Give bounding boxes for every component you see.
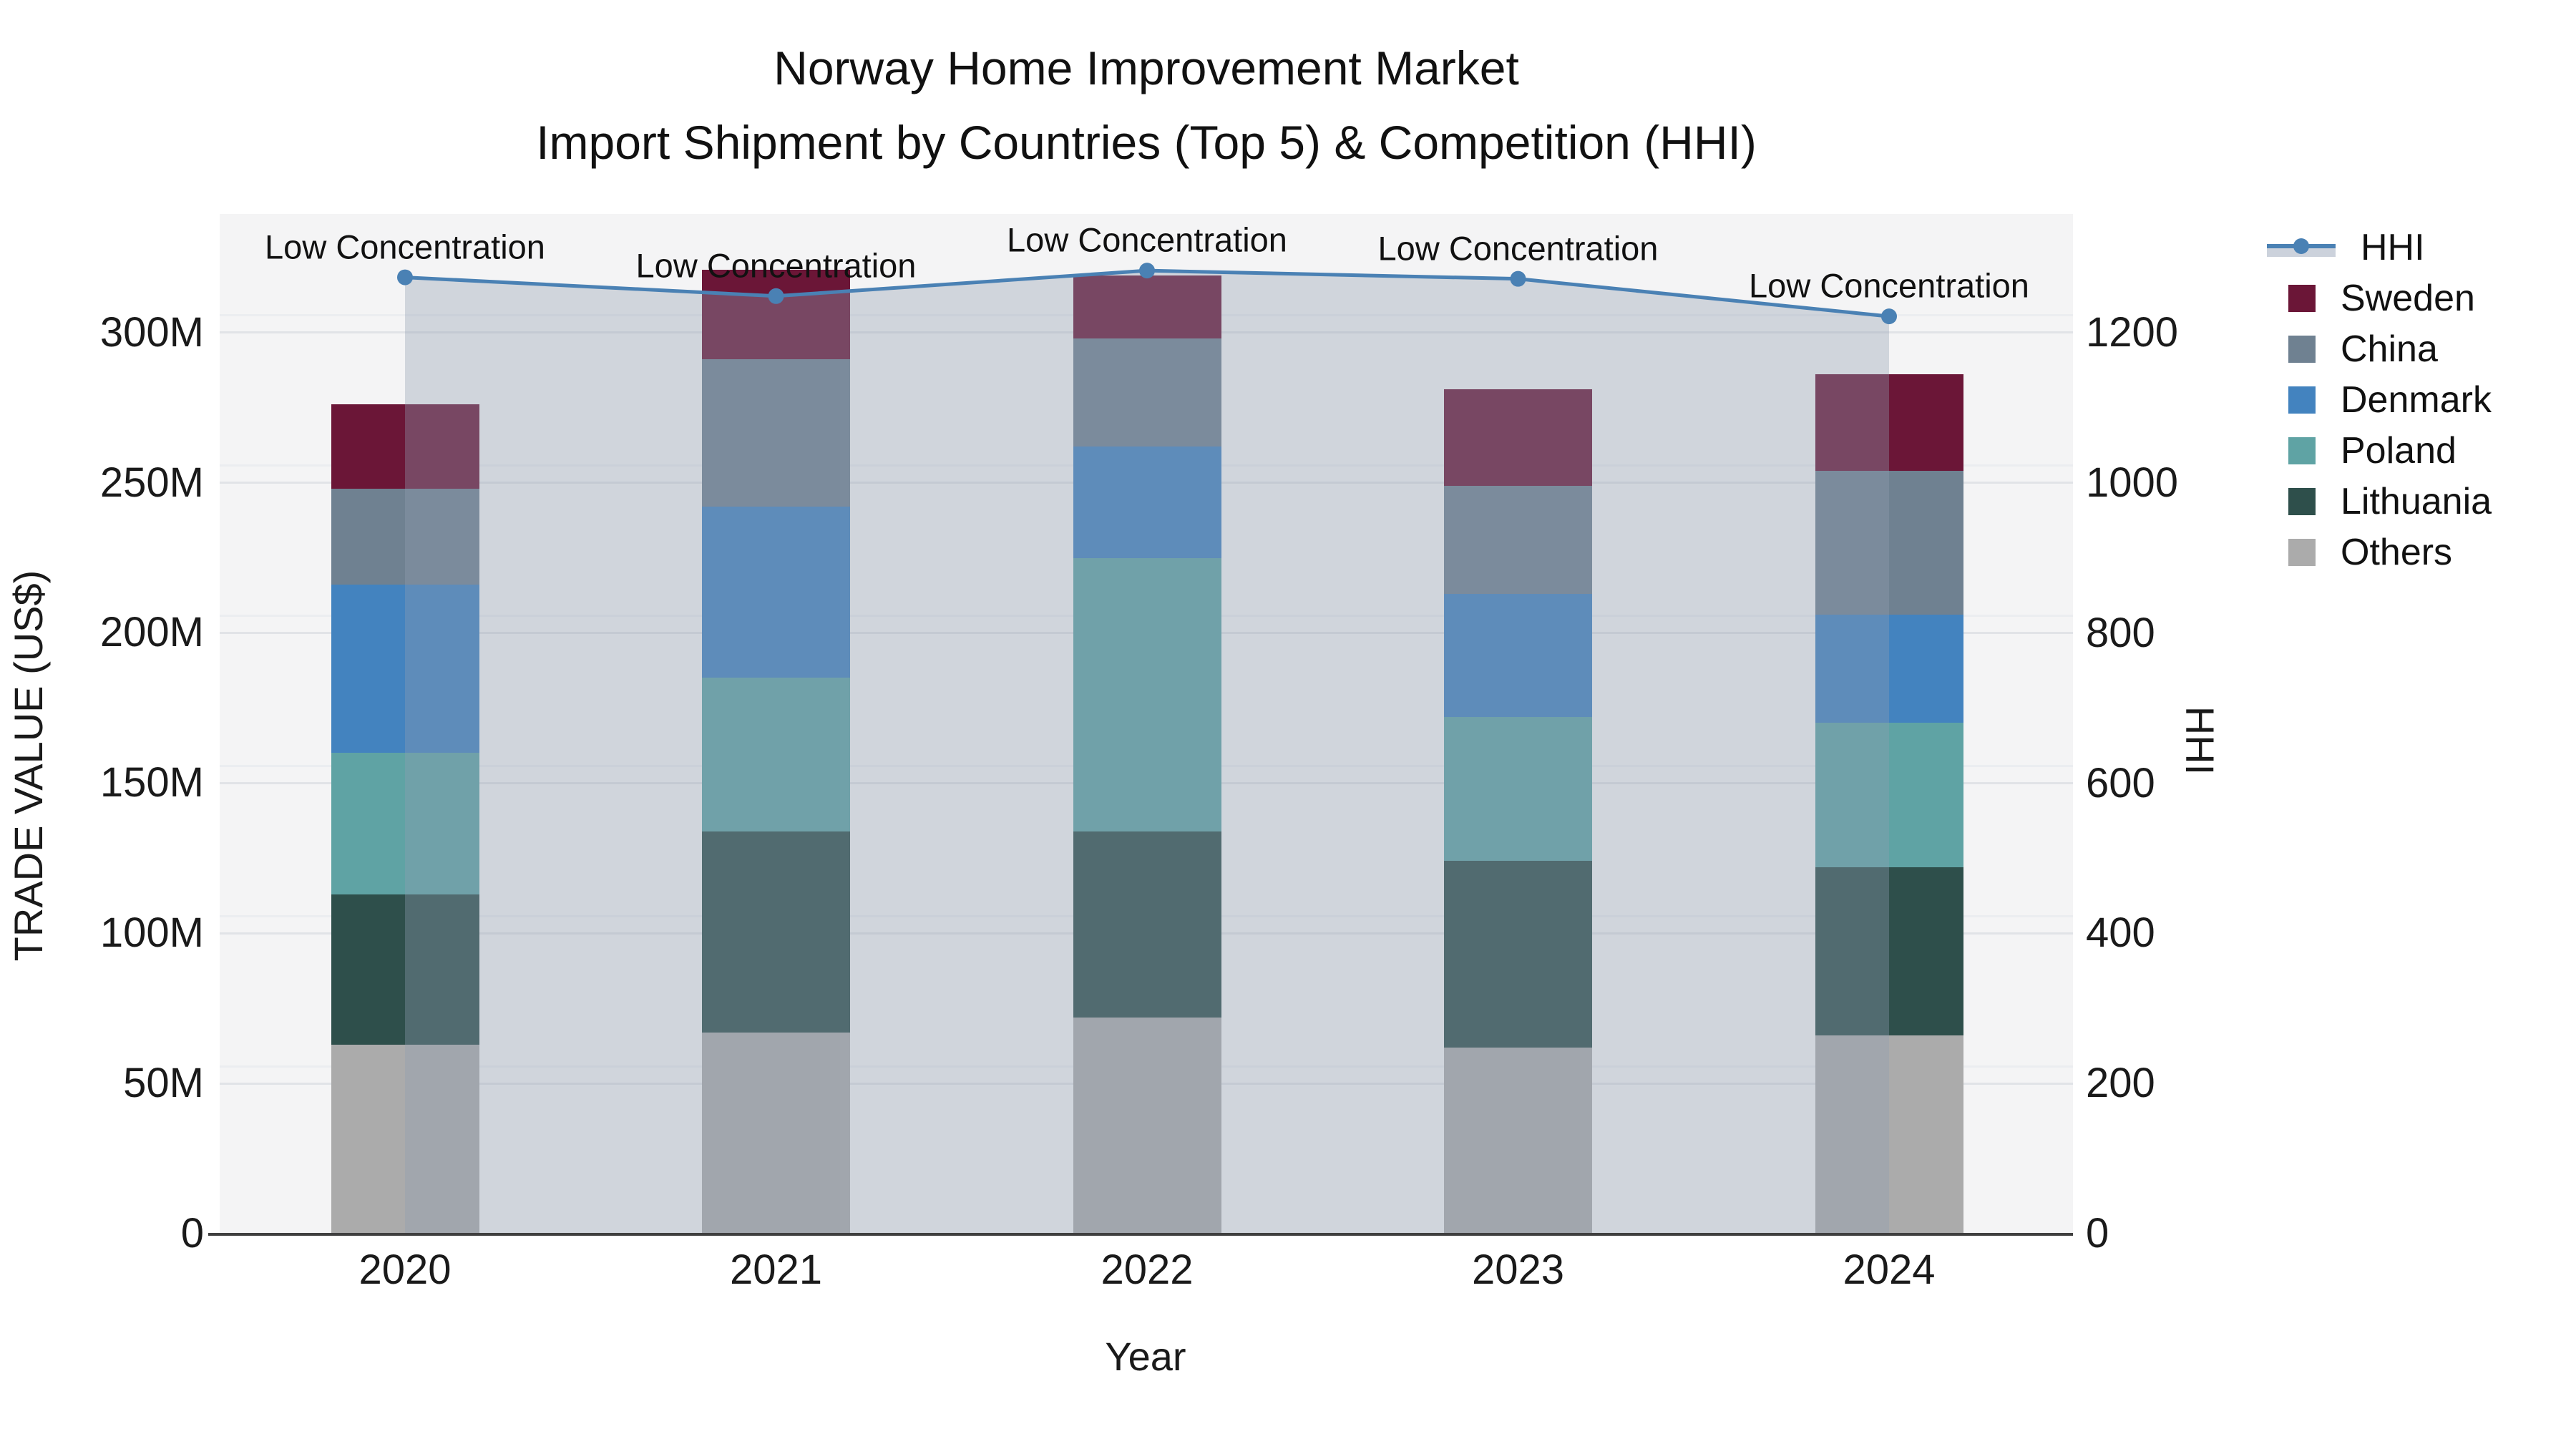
legend-label: Denmark (2341, 379, 2492, 421)
hhi-marker-2021[interactable]: HHI 2021: 1249 (768, 288, 784, 304)
annotation-low-concentration-2021: Low Concentration (635, 246, 917, 285)
tick-right-400: 400 (2086, 909, 2155, 957)
bar-segment-denmark-2022[interactable] (1073, 447, 1221, 558)
bar-segment-denmark-2020[interactable] (331, 585, 479, 753)
tick-right-200: 200 (2086, 1060, 2155, 1107)
y-axis-title-left: TRADE VALUE (US$) (6, 570, 51, 962)
annotation-low-concentration-2023: Low Concentration (1377, 229, 1659, 268)
bar-segment-lithuania-2023[interactable] (1444, 861, 1592, 1048)
bar-segment-poland-2024[interactable] (1815, 723, 1963, 867)
annotation-low-concentration-2020: Low Concentration (265, 228, 545, 266)
legend-label: China (2341, 328, 2438, 370)
legend-label: Poland (2341, 429, 2457, 472)
bar-segment-others-2024[interactable] (1815, 1035, 1963, 1234)
bar-segment-lithuania-2021[interactable] (702, 831, 850, 1033)
bar-segment-denmark-2023[interactable] (1444, 593, 1592, 717)
hhi-marker-2023[interactable]: HHI 2023: 1272 (1510, 270, 1526, 287)
bar-segment-poland-2020[interactable] (331, 753, 479, 894)
bar-segment-poland-2021[interactable] (702, 678, 850, 831)
legend-item-others[interactable]: Others (2254, 527, 2569, 577)
tick-right-1000: 1000 (2086, 459, 2179, 506)
tick-x-2024: 2024 (1843, 1246, 1936, 1293)
tick-x-2023: 2023 (1471, 1246, 1565, 1293)
bar-segment-sweden-2021[interactable] (702, 269, 850, 360)
bar-segment-china-2024[interactable] (1815, 470, 1963, 615)
tick-left-150M: 150M (99, 759, 204, 806)
bar-segment-china-2023[interactable] (1444, 485, 1592, 594)
legend-swatch-icon (2288, 335, 2316, 363)
legend-swatch-icon (2288, 284, 2316, 312)
bar-segment-denmark-2024[interactable] (1815, 615, 1963, 723)
bar-segment-others-2022[interactable] (1073, 1017, 1221, 1234)
bar-segment-china-2021[interactable] (702, 359, 850, 507)
legend-label: Others (2341, 531, 2453, 573)
tick-right-1200: 1200 (2086, 309, 2179, 356)
tick-left-250M: 250M (99, 459, 204, 506)
bar-segment-sweden-2022[interactable] (1073, 275, 1221, 339)
bar-segment-poland-2022[interactable] (1073, 557, 1221, 831)
tick-left-0: 0 (180, 1210, 204, 1257)
legend-label: Lithuania (2341, 480, 2492, 522)
bar-segment-others-2021[interactable] (702, 1032, 850, 1234)
hhi-area-fill (405, 270, 1889, 1234)
chart-title: Norway Home Improvement Market (774, 42, 1519, 94)
legend-item-denmark[interactable]: Denmark (2254, 374, 2569, 425)
legend-swatch-icon (2288, 538, 2316, 566)
chart-subtitle: Import Shipment by Countries (Top 5) & C… (536, 116, 1757, 169)
tick-right-0: 0 (2086, 1210, 2109, 1257)
tick-right-600: 600 (2086, 759, 2155, 806)
legend-label: HHI (2361, 226, 2425, 268)
tick-left-300M: 300M (99, 308, 204, 356)
tick-x-2021: 2021 (729, 1246, 823, 1293)
tick-left-100M: 100M (99, 909, 204, 957)
bar-segment-china-2022[interactable] (1073, 338, 1221, 447)
legend-label: Sweden (2341, 277, 2475, 319)
legend-item-lithuania[interactable]: Lithuania (2254, 476, 2569, 527)
hhi-marker-2022[interactable]: HHI 2022: 1283 (1139, 263, 1155, 279)
legend: HHI Sweden China Denmark Poland Lithuania Othe… (2254, 222, 2569, 577)
bar-segment-lithuania-2024[interactable] (1815, 867, 1963, 1035)
bar-segment-sweden-2020[interactable] (331, 404, 479, 489)
tick-x-2020: 2020 (358, 1246, 452, 1293)
y-axis-zero-tick (208, 1233, 220, 1236)
tick-right-800: 800 (2086, 609, 2155, 656)
legend-item-china[interactable]: China (2254, 323, 2569, 374)
bar-segment-others-2020[interactable] (331, 1044, 479, 1234)
legend-item-poland[interactable]: Poland (2254, 425, 2569, 476)
legend-line-marker-icon (2267, 234, 2336, 261)
legend-swatch-icon (2288, 436, 2316, 464)
bar-segment-others-2023[interactable] (1444, 1047, 1592, 1234)
tick-x-2022: 2022 (1101, 1246, 1194, 1293)
hhi-marker-2020[interactable]: HHI 2020: 1274 (397, 269, 413, 286)
bar-segment-china-2020[interactable] (331, 488, 479, 585)
tick-left-200M: 200M (99, 609, 204, 656)
annotation-low-concentration-2022: Low Concentration (1007, 220, 1287, 259)
bar-segment-lithuania-2022[interactable] (1073, 831, 1221, 1018)
bar-segment-lithuania-2020[interactable] (331, 894, 479, 1045)
bar-segment-denmark-2021[interactable] (702, 507, 850, 678)
x-axis-title: Year (1105, 1334, 1186, 1379)
legend-swatch-icon (2288, 487, 2316, 515)
bar-segment-sweden-2024[interactable] (1815, 374, 1963, 471)
hhi-marker-2024[interactable]: HHI 2024: 1222 (1881, 308, 1897, 325)
legend-item-sweden[interactable]: Sweden (2254, 273, 2569, 323)
bar-segment-sweden-2023[interactable] (1444, 389, 1592, 486)
tick-left-50M: 50M (123, 1060, 204, 1107)
x-axis-line (220, 1233, 2073, 1236)
annotation-low-concentration-2024: Low Concentration (1749, 266, 2029, 305)
bar-segment-poland-2023[interactable] (1444, 716, 1592, 862)
legend-swatch-icon (2288, 386, 2316, 414)
legend-item-hhi[interactable]: HHI (2254, 222, 2569, 273)
